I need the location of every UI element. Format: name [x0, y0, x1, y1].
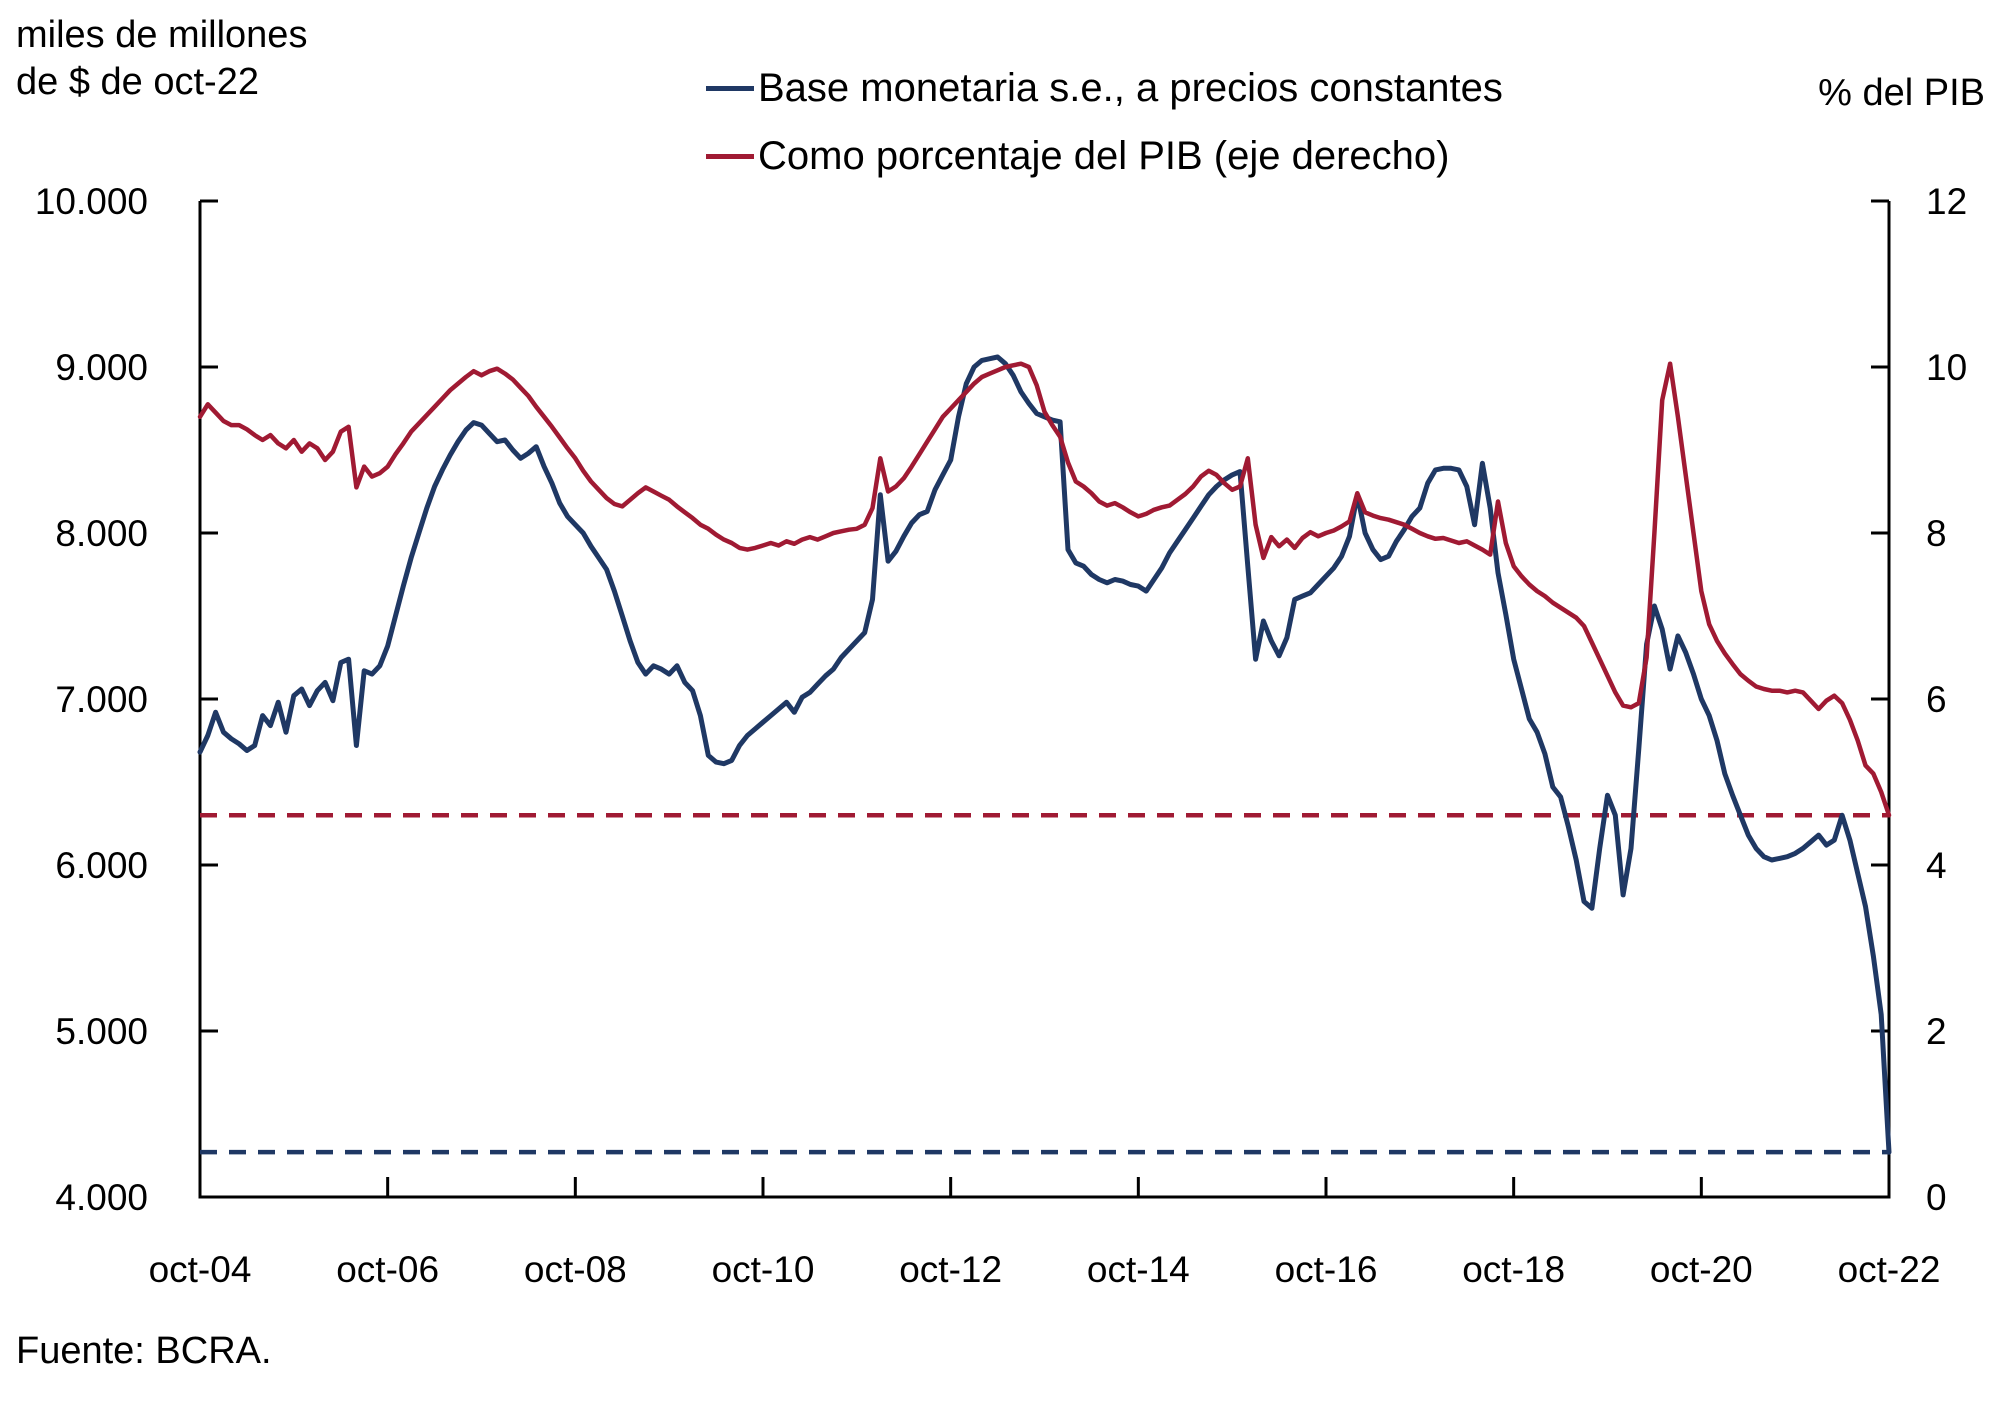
series-line-right — [197, 361, 1892, 818]
left-axis-tick-label: 7.000 — [55, 679, 148, 720]
left-axis-tick-label: 8.000 — [55, 513, 148, 554]
left-axis-tick-label: 5.000 — [55, 1011, 148, 1052]
x-axis-tick-label: oct-08 — [524, 1249, 627, 1290]
legend-label: Como porcentaje del PIB (eje derecho) — [758, 133, 1450, 178]
reference-lines — [200, 812, 1889, 1155]
left-axis-tick-label: 9.000 — [55, 347, 148, 388]
right-axis-title: % del PIB — [1818, 72, 1985, 114]
legend-line-swatch-navy — [706, 85, 754, 91]
x-axis-tick-label: oct-04 — [149, 1249, 252, 1290]
right-axis-tick-label: 12 — [1926, 181, 1967, 222]
x-axis-tick-label: oct-16 — [1275, 1249, 1378, 1290]
left-axis-title-line2: de $ de oct-22 — [16, 61, 259, 103]
x-axis-tick-label: oct-20 — [1650, 1249, 1753, 1290]
legend-label: Base monetaria s.e., a precios constante… — [758, 65, 1503, 110]
x-axis-tick-label: oct-18 — [1462, 1249, 1565, 1290]
axes-frame — [198, 201, 1891, 1199]
right-axis-tick-label: 0 — [1926, 1177, 1947, 1218]
series-lines — [197, 354, 1892, 1155]
left-axis-tick-label: 4.000 — [55, 1177, 148, 1218]
x-axis-tick-label: oct-12 — [899, 1249, 1002, 1290]
left-axis-tick-label: 10.000 — [35, 181, 148, 222]
x-axis-tick-labels: oct-04 oct-06 oct-08 oct-10 oct-12 oct-14 oct-… — [149, 1249, 1941, 1290]
x-axis-tick-label: oct-10 — [712, 1249, 815, 1290]
left-axis-title-line1: miles de millones — [16, 14, 308, 56]
legend-line-swatch-crimson — [706, 153, 754, 159]
x-axis-tick-label: oct-22 — [1838, 1249, 1941, 1290]
axis-ticks — [198, 199, 1891, 1199]
right-axis-tick-label: 6 — [1926, 679, 1947, 720]
legend-item-base-monetaria: Base monetaria s.e., a precios constante… — [706, 64, 1503, 112]
right-axis-tick-labels: 12 10 8 6 4 2 0 — [1926, 181, 1967, 1218]
legend-item-porcentaje-pib: Como porcentaje del PIB (eje derecho) — [706, 132, 1503, 180]
legend: Base monetaria s.e., a precios constante… — [706, 64, 1503, 200]
source-note: Fuente: BCRA. — [16, 1330, 272, 1372]
left-axis-tick-labels: 10.000 9.000 8.000 7.000 6.000 5.000 4.000 — [35, 181, 148, 1218]
right-axis-tick-label: 8 — [1926, 513, 1947, 554]
series-line-left — [197, 354, 1892, 1155]
right-axis-tick-label: 4 — [1926, 845, 1947, 886]
right-axis-tick-label: 2 — [1926, 1011, 1947, 1052]
left-axis-title: miles de millones de $ de oct-22 — [16, 12, 307, 106]
x-axis-tick-label: oct-14 — [1087, 1249, 1190, 1290]
left-axis-tick-label: 6.000 — [55, 845, 148, 886]
right-axis-tick-label: 10 — [1926, 347, 1967, 388]
x-axis-tick-label: oct-06 — [336, 1249, 439, 1290]
